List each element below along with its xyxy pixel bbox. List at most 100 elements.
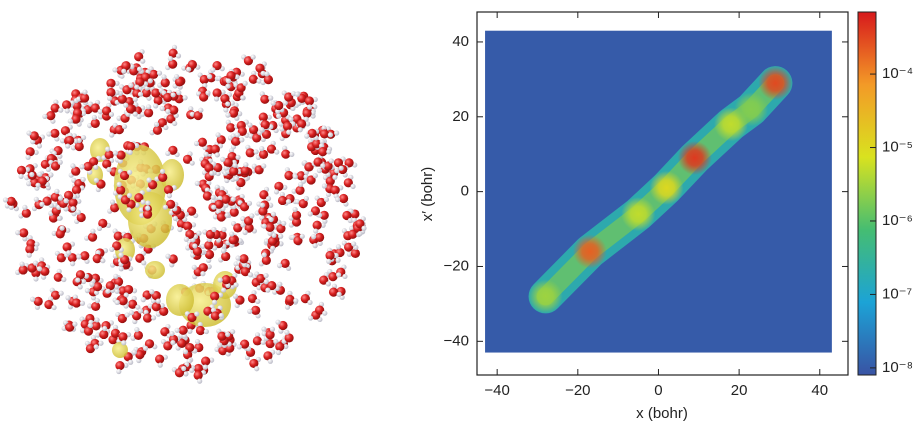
hydrogen-atom — [275, 319, 281, 325]
hydrogen-atom — [292, 206, 298, 213]
hydrogen-atom — [77, 284, 83, 290]
hydrogen-atom — [281, 220, 287, 226]
hydrogen-atom — [321, 183, 328, 189]
hydrogen-atom — [247, 308, 253, 314]
hydrogen-atom — [247, 122, 253, 128]
hydrogen-atom — [100, 258, 106, 264]
hydrogen-atom — [157, 362, 163, 368]
water-molecule — [146, 177, 158, 193]
oxygen-atom — [355, 219, 365, 229]
hydrogen-atom — [140, 58, 146, 64]
water-molecule — [355, 216, 367, 231]
water-molecule — [137, 88, 152, 101]
hydrogen-atom — [268, 216, 274, 223]
density-peak — [649, 170, 684, 205]
hydrogen-atom — [282, 145, 288, 151]
hydrogen-atom — [118, 266, 124, 272]
hydrogen-atom — [109, 199, 116, 205]
hydrogen-atom — [223, 107, 229, 113]
hydrogen-atom — [121, 123, 128, 130]
water-molecule — [182, 151, 195, 166]
hydrogen-atom — [284, 304, 291, 310]
hydrogen-atom — [105, 288, 111, 294]
water-molecule — [149, 121, 163, 136]
oxygen-atom — [276, 224, 286, 234]
water-molecule — [335, 193, 349, 207]
water-molecule — [265, 280, 280, 293]
water-molecule — [112, 122, 128, 135]
density-peak — [621, 197, 656, 232]
hydrogen-atom — [298, 181, 304, 188]
water-molecule — [106, 87, 120, 101]
water-molecule — [231, 220, 246, 233]
water-molecule — [87, 114, 100, 129]
hydrogen-atom — [307, 211, 313, 217]
water-molecule — [18, 204, 31, 219]
hydrogen-atom — [126, 192, 133, 199]
oxygen-atom — [210, 291, 220, 301]
oxygen-atom — [135, 77, 145, 87]
water-molecule — [130, 327, 144, 341]
hydrogen-atom — [225, 78, 232, 84]
hydrogen-atom — [165, 253, 171, 259]
oxygen-atom — [44, 299, 54, 310]
oxygen-atom — [159, 306, 169, 317]
oxygen-atom — [344, 242, 354, 252]
hydrogen-atom — [63, 198, 69, 204]
water-molecule — [254, 202, 268, 216]
water-molecule — [330, 185, 344, 199]
oxygen-atom — [306, 175, 316, 185]
oxygen-atom — [37, 176, 47, 186]
hydrogen-atom — [225, 331, 231, 337]
oxygen-atom — [221, 251, 231, 262]
water-molecule — [236, 339, 252, 352]
oxygen-atom — [67, 253, 77, 263]
hydrogen-atom — [194, 180, 200, 186]
water-molecule — [112, 228, 127, 241]
hydrogen-atom — [311, 234, 317, 240]
hydrogen-atom — [70, 206, 76, 212]
hydrogen-atom — [93, 164, 99, 170]
hydrogen-atom — [325, 281, 331, 287]
colorbar-tick-label: 10⁻⁵ — [882, 138, 913, 155]
hydrogen-atom — [97, 108, 103, 115]
hydrogen-atom — [84, 235, 90, 241]
hydrogen-atom — [346, 251, 353, 257]
hydrogen-atom — [261, 331, 267, 337]
oxygen-atom — [72, 101, 82, 111]
hydrogen-atom — [278, 233, 284, 239]
hydrogen-atom — [64, 108, 70, 114]
hydrogen-atom — [112, 150, 118, 156]
hydrogen-atom — [163, 124, 169, 131]
oxygen-atom — [53, 272, 63, 282]
water-molecule — [210, 307, 224, 321]
hydrogen-atom — [217, 342, 223, 348]
water-molecule — [273, 181, 288, 195]
oxygen-atom — [281, 149, 291, 159]
density-peak — [528, 279, 563, 314]
hydrogen-atom — [75, 209, 81, 215]
oxygen-atom — [112, 241, 122, 251]
density-peak — [734, 92, 769, 127]
oxygen-atom — [163, 341, 173, 351]
water-molecule — [16, 165, 31, 179]
hydrogen-atom — [187, 328, 193, 334]
water-molecule — [294, 91, 307, 107]
hydrogen-atom — [224, 212, 230, 218]
hydrogen-atom — [79, 164, 85, 170]
density-peak — [677, 140, 712, 175]
hydrogen-atom — [156, 70, 163, 76]
hydrogen-atom — [136, 357, 142, 364]
hydrogen-atom — [56, 215, 63, 221]
hydrogen-atom — [259, 127, 265, 133]
water-molecule — [87, 298, 101, 312]
hydrogen-atom — [206, 264, 212, 270]
water-molecule — [96, 218, 112, 232]
water-molecule — [140, 104, 154, 118]
hydrogen-atom — [123, 292, 129, 298]
hydrogen-atom — [159, 302, 165, 309]
hydrogen-atom — [263, 272, 269, 279]
hydrogen-atom — [114, 299, 120, 306]
water-molecule — [90, 99, 103, 115]
water-molecule — [247, 290, 261, 304]
